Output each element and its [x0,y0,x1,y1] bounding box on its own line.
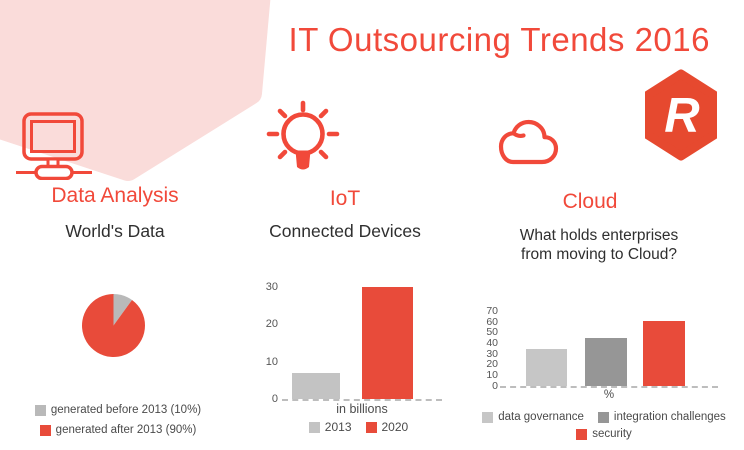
legend-label: data governance [498,411,584,423]
legend-item: security [576,428,632,440]
pink-banner-shape [0,0,271,181]
legend-label: 2013 [324,420,352,434]
bar-integration-challenges [585,337,627,386]
legend-item: 2020 [365,420,409,434]
pie-slice [113,294,133,326]
y-axis-tick-label: 0 [271,393,278,405]
legend-row: data governance integration challenges [482,411,726,423]
legend-label: security [592,428,632,440]
section-subheading-connected-devices: Connected Devices [269,221,421,241]
y-axis-tick-label: 40 [486,336,498,349]
y-axis-tick-label: 30 [486,347,498,360]
x-axis-dashed-line [282,399,442,401]
cloud-question-line2: from moving to Cloud? [521,246,677,263]
legend-label: generated after 2013 (90%) [55,424,197,436]
monitor-icon [16,112,92,180]
iot-bar-chart: 0 10 20 30 in billions 2013 2020 [256,280,461,445]
page-title: IT Outsourcing Trends 2016 [288,21,710,58]
logo-hexagon-r-icon: R [645,69,717,161]
legend-row: security [576,428,632,440]
y-axis-tick-label: 20 [486,358,498,371]
legend-swatch-icon [576,428,588,440]
legend-swatch-icon [39,424,51,436]
y-axis-tick-label: 20 [265,318,278,331]
x-axis-unit-label: in billions [336,402,388,416]
y-axis-tick-label: 30 [265,281,278,293]
x-axis-unit-label: % [603,389,615,401]
legend-swatch-icon [34,404,46,416]
cloud-icon [498,119,559,165]
pie-slice [81,294,145,357]
y-axis-tick-label: 50 [486,326,498,339]
legend-swatch-icon [482,411,494,423]
legend-item: integration challenges [597,411,726,423]
x-axis-dashed-line [500,386,718,388]
section-subheading-cloud-question: What holds enterprises from moving to Cl… [478,226,720,264]
section-subheading-worlds-data: World's Data [65,221,165,241]
chart-legend: 2013 2020 [256,420,461,434]
chart-legend: data governance integration challenges sec… [478,411,730,440]
bar-security [643,320,685,386]
y-axis-tick-label: 70 [486,304,498,317]
legend-item: generated after 2013 (90%) [39,424,197,436]
lightbulb-icon [266,100,340,170]
legend-label: 2020 [381,420,409,434]
y-axis-tick-label: 10 [265,355,278,368]
bar-2020 [362,287,413,399]
cloud-bar-chart: 0 10 20 30 40 50 60 70% data governance integrati… [478,298,730,448]
legend-swatch-icon [365,421,377,433]
legend-item: generated before 2013 (10%) [34,404,202,416]
section-heading-data-analysis: Data Analysis [51,184,179,207]
section-heading-cloud: Cloud [562,190,618,213]
svg-text:R: R [664,89,700,143]
legend-swatch-icon [308,421,320,433]
y-axis-tick-label: 0 [492,379,498,392]
legend-label: generated before 2013 (10%) [50,404,202,416]
y-axis-tick-label: 10 [486,369,498,381]
worlds-data-pie-chart [81,294,145,357]
legend-row: generated before 2013 (10%) [34,404,202,416]
bar-2013 [292,372,340,399]
legend-item: data governance [482,411,584,423]
legend-row: generated after 2013 (90%) [39,424,197,436]
legend-swatch-icon [597,411,609,423]
y-axis-tick-label: 60 [486,315,498,328]
cloud-question-line1: What holds enterprises [519,227,679,244]
legend-item: 2013 [308,420,352,434]
legend-row: 2013 2020 [308,420,409,434]
section-heading-iot: IoT [329,187,361,210]
pie-chart-legend: generated before 2013 (10%) generated aft… [8,404,228,436]
legend-label: integration challenges [613,411,726,423]
bar-data-governance [526,348,567,386]
